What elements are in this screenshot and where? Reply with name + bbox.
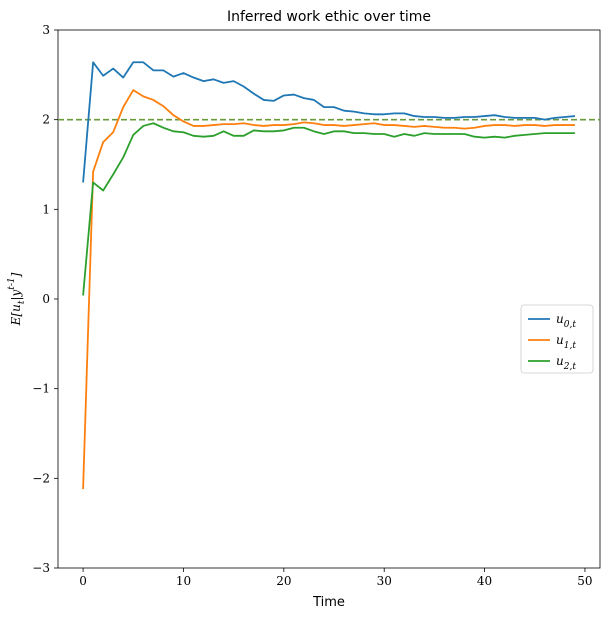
series-line-0 [82,61,575,183]
x-axis-ticks: 0 10 20 30 40 50 [79,568,593,588]
x-tick-label: 30 [377,574,392,588]
x-tick-label: 40 [477,574,492,588]
chart-title: Inferred work ethic over time [227,9,431,25]
y-tick-label: 0 [42,292,50,306]
x-tick-label: 10 [176,574,191,588]
legend-label-2: u2,t [556,354,576,372]
y-tick-label: −1 [32,382,50,396]
plot-frame [57,29,601,569]
legend: u0,t u1,t u2,t [520,304,594,374]
y-axis-ticks: −3 −2 −1 0 1 2 3 [32,23,58,575]
legend-label-1: u1,t [556,333,576,351]
y-tick-label: −2 [32,471,50,485]
y-axis-title: E[ut|yt-1] [7,272,27,326]
legend-box [520,304,594,374]
x-tick-label: 20 [276,574,291,588]
series-layer [82,61,575,490]
y-tick-label: 1 [42,202,50,216]
x-tick-label: 50 [577,574,592,588]
y-tick-label: 2 [42,113,50,127]
series-line-1 [82,89,575,490]
y-tick-label: 3 [42,23,50,37]
series-line-2 [82,122,575,296]
x-tick-label: 0 [79,574,87,588]
legend-label-0: u0,t [556,312,576,330]
y-tick-label: −3 [32,561,50,575]
x-axis-title: Time [312,595,345,610]
